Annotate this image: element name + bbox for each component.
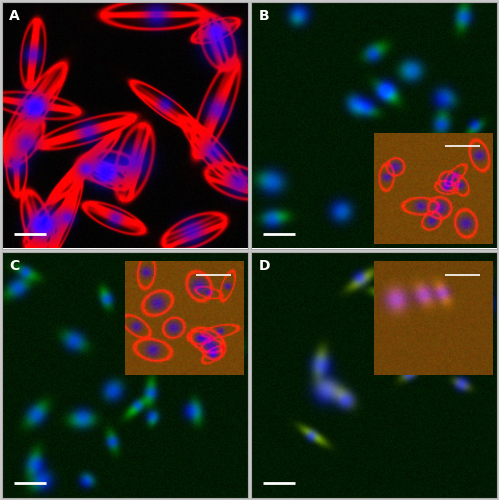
Text: D: D (258, 259, 270, 273)
Text: A: A (9, 10, 20, 24)
Text: C: C (9, 259, 19, 273)
Text: B: B (258, 10, 269, 24)
